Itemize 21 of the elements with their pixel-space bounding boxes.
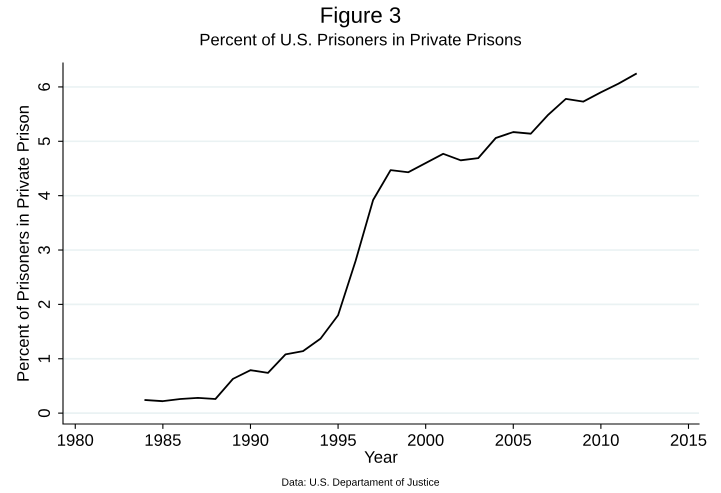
y-tick-label: 0 bbox=[38, 409, 50, 418]
y-tick-label: 4 bbox=[38, 192, 50, 200]
y-tick-label: 3 bbox=[38, 246, 50, 254]
x-tick-label: 1990 bbox=[233, 434, 268, 446]
y-tick-label: 6 bbox=[38, 83, 50, 91]
x-axis-title: Year bbox=[364, 451, 398, 463]
chart-title: Figure 3 bbox=[322, 6, 400, 28]
y-tick-label: 5 bbox=[38, 137, 50, 146]
chart-subtitle: Percent of U.S. Prisoners in Private Prisons bbox=[200, 33, 522, 46]
y-tick-label: 2 bbox=[38, 300, 50, 308]
x-tick-label: 2005 bbox=[496, 434, 532, 446]
text: Data: U.S. Departament of Justice bbox=[282, 478, 440, 488]
y-tick-label: 1 bbox=[38, 354, 50, 362]
line-series bbox=[144, 72, 637, 402]
x-tick-label: 1985 bbox=[146, 434, 181, 446]
y-axis-title: Percent of Prisoners in Private Prison bbox=[16, 106, 29, 381]
x-tick-label: 1995 bbox=[320, 434, 356, 446]
x-tick-label: 2015 bbox=[670, 434, 706, 446]
x-tick-label: 2010 bbox=[583, 434, 619, 446]
x-tick-label: 2000 bbox=[408, 434, 444, 446]
x-tick-label: 1980 bbox=[58, 434, 94, 446]
